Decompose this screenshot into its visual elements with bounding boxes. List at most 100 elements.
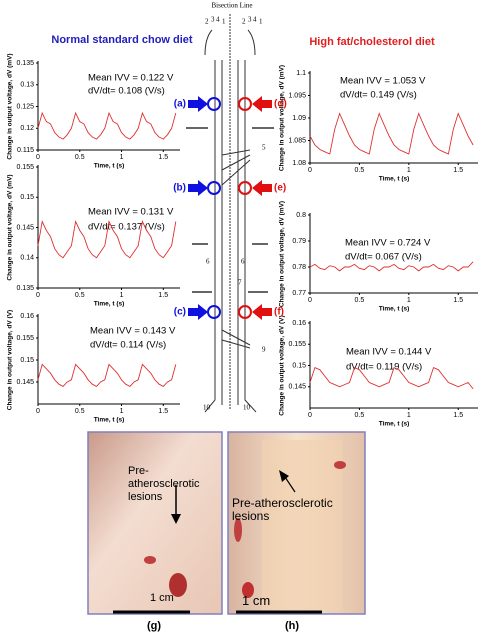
photo-caption: (g) bbox=[147, 620, 162, 632]
diagram-number: 10 bbox=[203, 404, 211, 412]
signal-line bbox=[37, 363, 177, 387]
annotation: Mean IVV = 0.122 V bbox=[88, 73, 174, 84]
annotation: Mean IVV = 1.053 V bbox=[340, 76, 426, 87]
y-tick-label: 0.135 bbox=[16, 60, 34, 67]
y-axis-label: Change in output voltage, dV (V) bbox=[279, 315, 286, 415]
arrow bbox=[252, 180, 272, 196]
x-axis-label: Time, t (s) bbox=[379, 176, 410, 183]
diagram-number: 6 bbox=[206, 258, 210, 266]
y-tick-label: 0.155 bbox=[288, 341, 306, 348]
diagram-number: 10 bbox=[243, 404, 251, 412]
diagram-number: 1 bbox=[222, 18, 226, 26]
y-tick-label: 1.1 bbox=[296, 70, 306, 77]
y-tick-label: 0.125 bbox=[16, 103, 34, 110]
y-tick-label: 0.115 bbox=[17, 147, 34, 154]
x-tick-label: 1 bbox=[407, 297, 411, 304]
diagram-title: Bisection Line bbox=[211, 2, 252, 10]
y-tick-label: 0.13 bbox=[20, 82, 34, 89]
annotation: dV/dt= 0.108 (V/s) bbox=[88, 86, 165, 97]
diagram-number: 3 bbox=[248, 16, 252, 24]
arrow bbox=[188, 96, 208, 112]
x-tick-label: 0.5 bbox=[355, 297, 365, 304]
photo-caption: (h) bbox=[285, 620, 300, 632]
y-tick-label: 0.12 bbox=[20, 125, 34, 132]
x-tick-label: 0 bbox=[36, 408, 40, 415]
x-tick-label: 1.5 bbox=[158, 292, 168, 299]
site-marker bbox=[238, 181, 252, 195]
site-marker bbox=[238, 97, 252, 111]
y-tick-label: 1.085 bbox=[288, 137, 306, 144]
y-axis-label: Change in output voltage, dV (mV) bbox=[7, 174, 14, 280]
y-tick-label: 0.145 bbox=[16, 379, 34, 386]
signal-line bbox=[309, 112, 474, 155]
y-tick-label: 0.78 bbox=[292, 264, 306, 271]
x-tick-label: 1 bbox=[120, 154, 124, 161]
marker-label: (e) bbox=[274, 183, 286, 194]
x-tick-label: 0 bbox=[36, 292, 40, 299]
y-tick-label: 0.15 bbox=[20, 194, 34, 201]
left-header: Normal standard chow diet bbox=[51, 34, 193, 46]
aorta-diagram bbox=[186, 14, 274, 413]
x-axis-label: Time, t (s) bbox=[94, 301, 125, 308]
x-tick-label: 1 bbox=[407, 167, 411, 174]
diagram-number: 5 bbox=[262, 144, 266, 152]
x-tick-label: 1 bbox=[120, 408, 124, 415]
y-tick-label: 0.16 bbox=[20, 313, 34, 320]
site-marker bbox=[207, 97, 221, 111]
annotation: dV/dt= 0.119 (V/s) bbox=[346, 362, 422, 373]
x-tick-label: 1.5 bbox=[158, 408, 168, 415]
y-tick-label: 0.145 bbox=[288, 384, 306, 391]
y-tick-label: 1.09 bbox=[292, 115, 306, 122]
marker-label: (a) bbox=[174, 99, 186, 110]
y-tick-label: 0.15 bbox=[292, 362, 306, 369]
annotation: Mean IVV = 0.724 V bbox=[345, 238, 431, 249]
y-axis-label: Change in output voltage, dV (mV) bbox=[279, 201, 286, 307]
marker-label: (c) bbox=[174, 307, 186, 318]
y-tick-label: 0.155 bbox=[16, 335, 34, 342]
y-tick-label: 0.79 bbox=[292, 238, 306, 245]
x-axis-label: Time, t (s) bbox=[94, 163, 125, 170]
annotation: dV/dt= 0.149 (V/s) bbox=[340, 90, 417, 101]
annotation: dV/dt= 0.137 (V/s) bbox=[88, 222, 165, 233]
y-tick-label: 0.77 bbox=[292, 290, 306, 297]
diagram-number: 6 bbox=[241, 258, 245, 266]
diagram-number: 3 bbox=[211, 16, 215, 24]
annotation: Mean IVV = 0.131 V bbox=[88, 207, 174, 218]
diagram-number: 7 bbox=[238, 279, 242, 287]
site-marker bbox=[207, 305, 221, 319]
marker-label: (f) bbox=[274, 307, 284, 318]
y-tick-label: 0.155 bbox=[16, 164, 34, 171]
x-tick-label: 0.5 bbox=[75, 154, 85, 161]
annotation: dV/dt= 0.114 (V/s) bbox=[90, 340, 166, 351]
y-tick-label: 0.145 bbox=[16, 224, 34, 231]
x-tick-label: 0 bbox=[308, 412, 312, 419]
x-tick-label: 0 bbox=[308, 297, 312, 304]
arrow bbox=[188, 304, 208, 320]
site-marker bbox=[238, 305, 252, 319]
x-tick-label: 0 bbox=[36, 154, 40, 161]
signal-line bbox=[309, 366, 474, 390]
y-tick-label: 0.135 bbox=[16, 285, 34, 292]
right-header: High fat/cholesterol diet bbox=[309, 36, 435, 48]
site-marker bbox=[207, 181, 221, 195]
x-tick-label: 0.5 bbox=[75, 292, 85, 299]
annotation: dV/dt= 0.067 (V/s) bbox=[345, 252, 422, 263]
y-tick-label: 1.08 bbox=[292, 160, 306, 167]
y-axis-label: Change in output voltage, dV (mV) bbox=[7, 53, 14, 159]
signal-line bbox=[309, 261, 474, 272]
x-tick-label: 1.5 bbox=[453, 167, 463, 174]
x-tick-label: 1.5 bbox=[158, 154, 168, 161]
diagram-number: 9 bbox=[262, 346, 266, 354]
annotation: Mean IVV = 0.144 V bbox=[346, 347, 432, 358]
x-tick-label: 1.5 bbox=[453, 412, 463, 419]
x-tick-label: 0.5 bbox=[355, 412, 365, 419]
scale-label: 1 cm bbox=[242, 593, 271, 608]
y-axis-label: Change in output voltage, dV (V) bbox=[7, 310, 14, 410]
y-tick-label: 0.8 bbox=[296, 212, 306, 219]
photo-g bbox=[87, 431, 223, 615]
x-tick-label: 0.5 bbox=[75, 408, 85, 415]
diagram-number: 1 bbox=[259, 18, 263, 26]
x-tick-label: 0 bbox=[308, 167, 312, 174]
photo-label: Pre-atherosclerotic lesions bbox=[128, 465, 200, 503]
